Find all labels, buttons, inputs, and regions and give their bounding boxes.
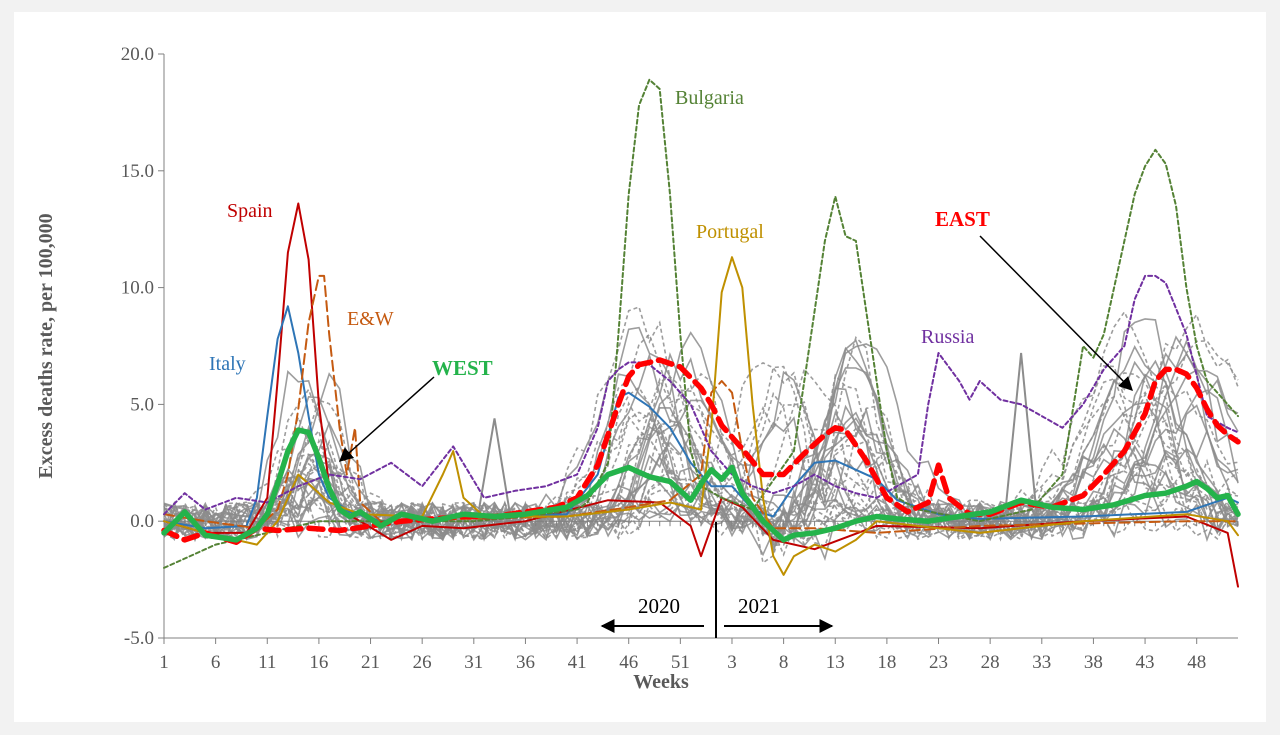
west-arrow [338, 376, 435, 462]
x-tick-label: 31 [464, 652, 483, 673]
x-tick-label: 38 [1084, 652, 1103, 673]
series-italy [163, 305, 1239, 530]
excess-deaths-chart: -5.00.05.010.015.020.01 6 11 16 21 26 31 36 41 46… [35, 44, 1241, 693]
x-tick-label: 13 [826, 652, 845, 673]
annotation-bulgaria: Bulgaria [675, 87, 744, 109]
axes: -5.00.05.010.015.020.01 6 11 16 21 26 31 36 41 46… [35, 44, 1239, 693]
annotation-russia: Russia [921, 326, 974, 348]
x-axis-title: Weeks [633, 671, 689, 693]
east-arrow [979, 235, 1133, 391]
y-tick-label: 0.0 [130, 511, 154, 532]
x-tick-label: 46 [619, 652, 638, 673]
x-tick-label: 23 [929, 652, 948, 673]
annotation-west: WEST [432, 356, 493, 380]
gray-spike-series [478, 418, 511, 515]
x-tick-label: 1 [159, 652, 169, 673]
series-portugal [163, 256, 1239, 576]
y-tick-label: 5.0 [130, 394, 154, 415]
series-east [161, 357, 1241, 545]
annotation-italy: Italy [209, 353, 246, 375]
x-tick-label: 26 [413, 652, 432, 673]
x-tick-label: 11 [258, 652, 276, 673]
chart-frame: -5.0 0.0 5.0 10.0 15.0 20.0 1 6 11 16 21 26 31 36 41 46… [14, 12, 1266, 722]
gray-spike-series [1004, 352, 1038, 515]
x-tick-label: 21 [361, 652, 380, 673]
x-tick-label: 18 [877, 652, 896, 673]
gray-country-series [163, 343, 1239, 541]
x-tick-label: 43 [1136, 652, 1155, 673]
x-tick-label: 8 [779, 652, 789, 673]
x-tick-label: 28 [981, 652, 1000, 673]
gray-country-series [163, 401, 1239, 542]
series-e-w [163, 274, 1239, 534]
y-tick-label: 10.0 [121, 278, 154, 299]
gray-country-series [163, 345, 1239, 545]
x-tick-label: 3 [727, 652, 737, 673]
annotation-portugal: Portugal [696, 221, 764, 243]
annotation-spain: Spain [227, 200, 273, 222]
annotation-east: EAST [935, 207, 990, 231]
series-west [161, 427, 1241, 543]
x-tick-label: 33 [1032, 652, 1051, 673]
highlighted-series [161, 78, 1241, 588]
series-bulgaria [163, 78, 1239, 569]
year-label-2020: 2020 [638, 594, 680, 618]
x-tick-label: 36 [516, 652, 535, 673]
y-tick-label: 15.0 [121, 161, 154, 182]
x-tick-label: 48 [1187, 652, 1206, 673]
series-spain [163, 202, 1239, 588]
annotations: Spain Italy E&W WEST Bulgaria Portugal R… [209, 87, 1133, 638]
y-tick-label: -5.0 [124, 628, 154, 649]
x-tick-label: 41 [568, 652, 587, 673]
x-tick-label: 6 [211, 652, 221, 673]
annotation-ew: E&W [347, 308, 394, 330]
y-axis-title: Excess deaths rate, per 100,000 [35, 213, 57, 478]
x-tick-label: 16 [309, 652, 328, 673]
y-tick-label: 20.0 [121, 44, 154, 65]
gray-country-series [163, 333, 1239, 540]
gray-country-series [163, 364, 1239, 542]
gray-country-series [163, 367, 1239, 541]
year-label-2021: 2021 [738, 594, 780, 618]
x-tick-label: 51 [671, 652, 690, 673]
